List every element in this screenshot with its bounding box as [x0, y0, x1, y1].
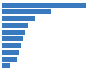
Bar	[2, 9, 51, 14]
Bar	[2, 57, 16, 62]
Bar	[2, 3, 86, 8]
Bar	[2, 23, 28, 28]
Bar	[2, 16, 35, 21]
Bar	[2, 50, 19, 55]
Bar	[2, 36, 23, 41]
Bar	[2, 30, 25, 35]
Bar	[2, 43, 21, 48]
Bar	[2, 63, 10, 68]
